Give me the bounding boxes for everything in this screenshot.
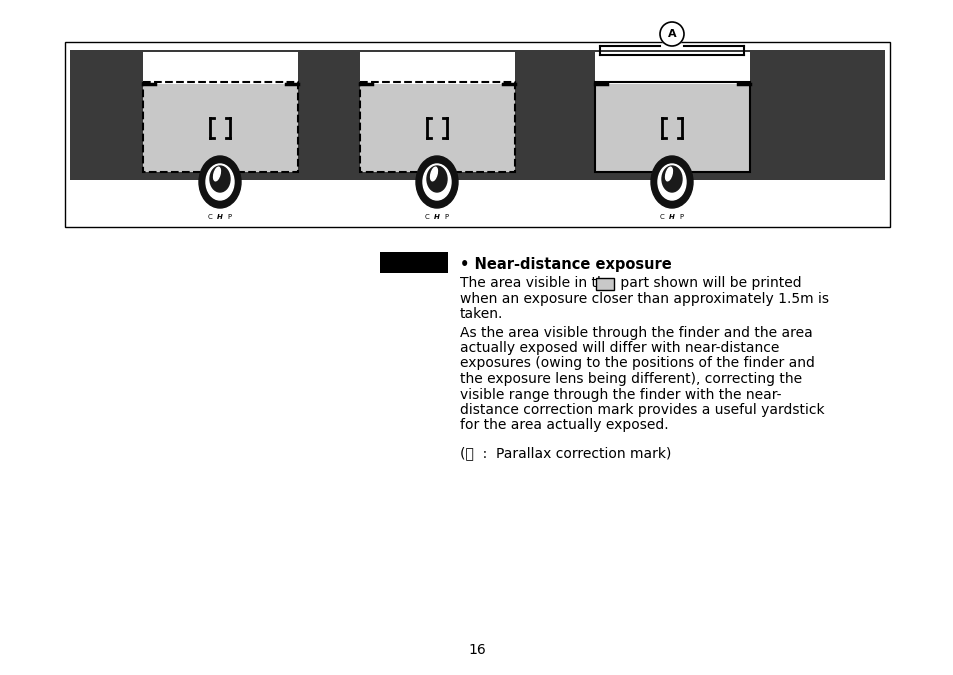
Text: (Ⓐ  :  Parallax correction mark): (Ⓐ : Parallax correction mark) — [459, 446, 671, 460]
Text: H: H — [668, 214, 674, 220]
Text: The area visible in the: The area visible in the — [459, 276, 618, 290]
Text: 16: 16 — [468, 643, 485, 657]
Bar — [595, 52, 749, 84]
Text: • Near-distance exposure: • Near-distance exposure — [459, 257, 671, 272]
Text: H: H — [434, 214, 439, 220]
Ellipse shape — [422, 164, 451, 200]
Bar — [359, 82, 515, 172]
Bar — [65, 42, 889, 227]
Text: taken.: taken. — [459, 307, 503, 321]
Text: Fig. 22: Fig. 22 — [391, 256, 436, 269]
Text: when an exposure closer than approximately 1.5m is: when an exposure closer than approximate… — [459, 292, 828, 306]
Bar — [143, 84, 297, 172]
Bar — [359, 52, 515, 84]
Text: visible range through the finder with the near-: visible range through the finder with th… — [459, 387, 781, 402]
Text: exposures (owing to the positions of the finder and: exposures (owing to the positions of the… — [459, 356, 814, 371]
Text: C: C — [659, 214, 663, 220]
Ellipse shape — [213, 167, 220, 181]
Bar — [143, 82, 297, 172]
Text: C: C — [208, 214, 213, 220]
Text: As the area visible through the finder and the area: As the area visible through the finder a… — [459, 325, 812, 340]
Circle shape — [659, 22, 683, 46]
Ellipse shape — [206, 164, 233, 200]
Text: C: C — [424, 214, 429, 220]
Ellipse shape — [210, 166, 230, 192]
Text: P: P — [227, 214, 231, 220]
Text: part shown will be printed: part shown will be printed — [616, 276, 801, 290]
Ellipse shape — [661, 166, 681, 192]
Text: the exposure lens being different), correcting the: the exposure lens being different), corr… — [459, 372, 801, 386]
Text: for the area actually exposed.: for the area actually exposed. — [459, 418, 668, 433]
Text: actually exposed will differ with near-distance: actually exposed will differ with near-d… — [459, 341, 779, 355]
Text: P: P — [443, 214, 448, 220]
Text: distance correction mark provides a useful yardstick: distance correction mark provides a usef… — [459, 403, 823, 417]
Bar — [180, 50, 884, 180]
Ellipse shape — [665, 167, 672, 181]
Bar — [595, 84, 749, 172]
Bar — [379, 252, 448, 273]
Bar — [143, 52, 297, 84]
Bar — [596, 278, 614, 290]
Ellipse shape — [427, 166, 447, 192]
Ellipse shape — [416, 156, 457, 208]
Bar — [359, 84, 515, 172]
Text: H: H — [217, 214, 223, 220]
Bar — [70, 50, 884, 180]
Bar — [595, 82, 749, 172]
Ellipse shape — [430, 167, 437, 181]
Text: A: A — [667, 29, 676, 39]
Ellipse shape — [658, 164, 685, 200]
Text: P: P — [679, 214, 682, 220]
Ellipse shape — [199, 156, 241, 208]
Ellipse shape — [650, 156, 692, 208]
